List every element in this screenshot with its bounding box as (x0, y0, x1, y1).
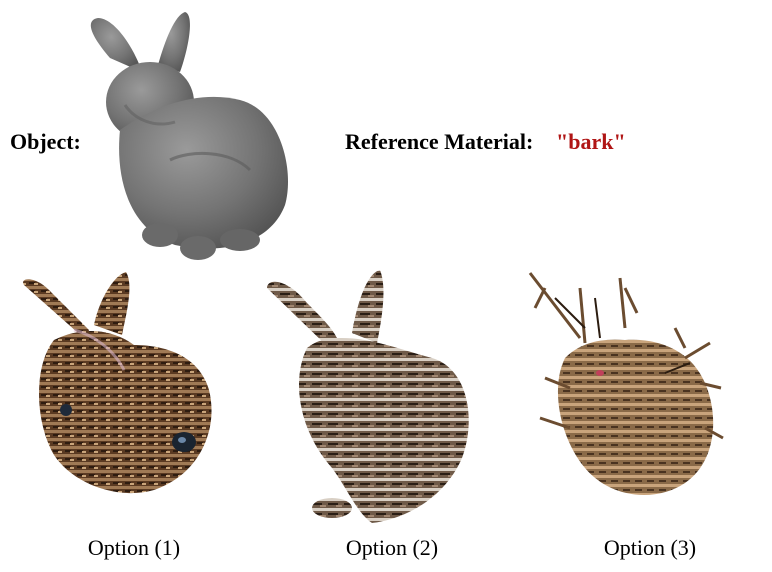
option-1-image (14, 270, 224, 505)
option-2-image (262, 268, 482, 528)
gray-bunny-icon (90, 12, 288, 260)
bark-bunny-3-icon (528, 272, 724, 495)
option-2-caption: Option (2) (345, 535, 439, 560)
bark-bunny-1-icon (23, 272, 212, 494)
bark-bunny-2-icon (267, 270, 469, 523)
option-3-image (525, 268, 725, 513)
reference-material-label: Reference Material: (345, 129, 534, 154)
object-bunny-image (80, 10, 295, 265)
option-3-caption: Option (3) (603, 535, 697, 560)
option-1-caption: Option (1) (87, 535, 181, 560)
reference-material-value: "bark" (556, 129, 626, 154)
object-label: Object: (10, 129, 81, 154)
